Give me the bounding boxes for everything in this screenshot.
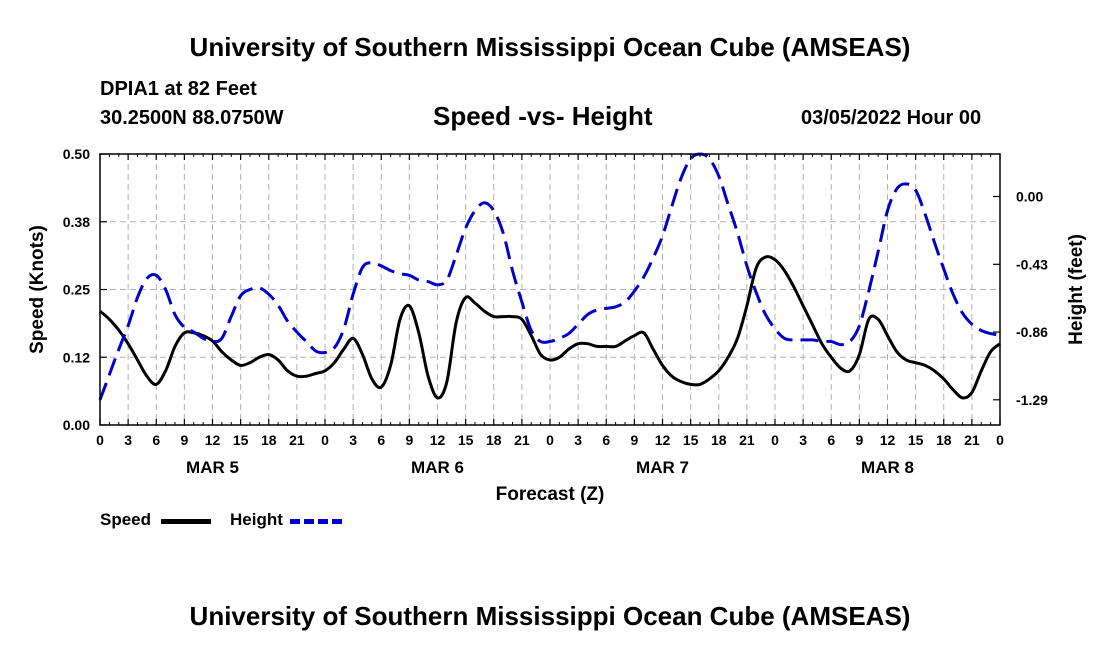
page-title: University of Southern Mississippi Ocean… — [189, 32, 911, 62]
x-tick-label: 18 — [486, 432, 502, 448]
y-tick-label: 0.12 — [63, 349, 90, 365]
x-tick-label: 21 — [289, 432, 305, 448]
x-tick-label: 0 — [996, 432, 1004, 448]
legend-speed-swatch — [161, 519, 211, 524]
x-tick-label: 18 — [711, 432, 727, 448]
x-tick-label: 21 — [964, 432, 980, 448]
grid-layer — [100, 154, 1000, 425]
y-tick-label: 0.38 — [63, 214, 90, 230]
x-tick-label: 0 — [771, 432, 779, 448]
day-label: MAR 7 — [636, 458, 689, 477]
x-tick-label: 15 — [683, 432, 699, 448]
x-tick-label: 21 — [514, 432, 530, 448]
x-tick-label: 15 — [233, 432, 249, 448]
x-tick-label: 12 — [880, 432, 896, 448]
series-layer — [98, 152, 1001, 401]
day-label: MAR 5 — [186, 458, 239, 477]
x-tick-label: 3 — [799, 432, 807, 448]
y-tick-label: 0.00 — [63, 417, 90, 433]
legend-height-label: Height — [230, 510, 283, 529]
x-tick-label: 15 — [458, 432, 474, 448]
x-tick-label: 6 — [152, 432, 160, 448]
x-tick-label: 6 — [602, 432, 610, 448]
x-tick-label: 9 — [180, 432, 188, 448]
station-label: DPIA1 at 82 Feet — [100, 78, 257, 100]
x-tick-label: 9 — [405, 432, 413, 448]
x-axis-label: Forecast (Z) — [496, 484, 605, 505]
legend-speed-label: Speed — [100, 510, 152, 529]
x-tick-label: 3 — [349, 432, 357, 448]
x-tick-label: 3 — [574, 432, 582, 448]
y2-axis-label: Height (feet) — [1066, 234, 1087, 345]
axis-layer: 0 3 6 9 12 15 18 21 0 3 6 9 12 15 18 21 0 3 6 9 12 15 18 21 0 3 6 9… — [63, 146, 1048, 477]
y-tick-label: 0.25 — [63, 282, 90, 298]
x-tick-label: 0 — [546, 432, 554, 448]
datetime-label: 03/05/2022 Hour 00 — [801, 107, 982, 129]
location-label: 30.2500N 88.0750W — [100, 107, 284, 129]
footer-title: University of Southern Mississippi Ocean… — [189, 601, 911, 631]
x-tick-label: 0 — [96, 432, 104, 448]
x-tick-label: 12 — [430, 432, 446, 448]
y2-tick-label: -0.86 — [1016, 324, 1048, 340]
y2-tick-label: -1.29 — [1016, 392, 1048, 408]
x-tick-label: 18 — [936, 432, 952, 448]
x-tick-label: 15 — [908, 432, 924, 448]
x-tick-label: 6 — [377, 432, 385, 448]
x-tick-label: 0 — [321, 432, 329, 448]
chart-subtitle: Speed -vs- Height — [433, 101, 653, 131]
legend-height-swatch — [290, 519, 342, 524]
x-tick-label: 18 — [261, 432, 277, 448]
day-label: MAR 6 — [411, 458, 464, 477]
x-tick-label: 9 — [855, 432, 863, 448]
series-speed-line — [99, 255, 1001, 400]
day-label: MAR 8 — [861, 458, 914, 477]
x-tick-label: 6 — [827, 432, 835, 448]
x-tick-label: 21 — [739, 432, 755, 448]
y2-tick-label: -0.43 — [1016, 256, 1048, 272]
series-height-line — [98, 152, 1001, 401]
x-tick-label: 3 — [124, 432, 132, 448]
y2-tick-label: 0.00 — [1016, 189, 1043, 205]
y-axis-label: Speed (Knots) — [27, 225, 48, 354]
x-tick-label: 12 — [655, 432, 671, 448]
y-tick-label: 0.50 — [63, 146, 90, 162]
x-tick-label: 9 — [630, 432, 638, 448]
x-tick-label: 12 — [205, 432, 221, 448]
